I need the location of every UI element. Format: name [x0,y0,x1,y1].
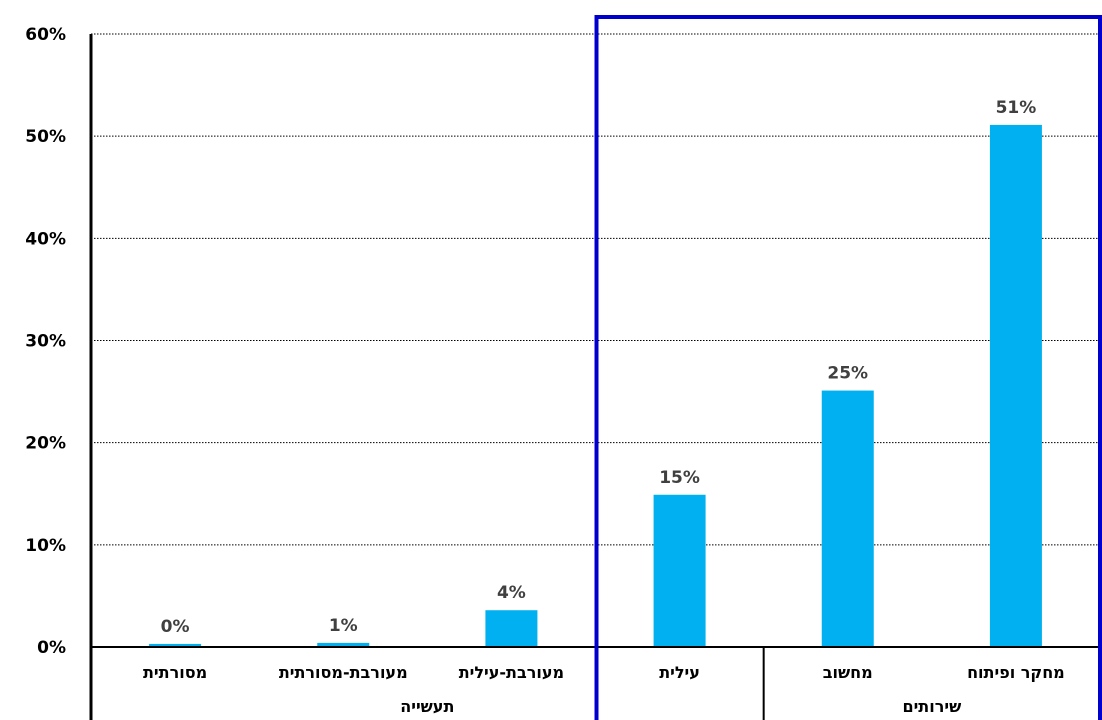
bars [149,124,1042,647]
category-label: מחקר ופיתוח [967,663,1065,682]
category-label: מעורבת-עילית [459,663,564,682]
highlight-box [594,15,1102,720]
y-tick-label: 40% [25,229,66,249]
data-labels: 0% 1% 4% 15% 25% 51% [161,98,1037,637]
data-label: 15% [659,468,700,488]
data-label: 0% [161,617,190,637]
y-tick-label: 50% [25,127,66,147]
bar [317,642,370,647]
bar [653,494,706,647]
category-label: מסורתית [143,663,207,682]
data-label: 4% [497,583,526,603]
group-label: שירותים [902,697,961,716]
y-tick-label: 20% [25,434,66,454]
category-label: מעורבת-מסורתית [279,663,408,682]
data-label: 51% [996,98,1037,118]
category-label: עילית [659,663,700,682]
y-tick-label: 30% [25,332,66,352]
y-axis-tick-labels: 0% 10% 20% 30% 40% 50% 60% [25,25,66,658]
bar [149,643,202,647]
y-tick-label: 0% [37,638,66,658]
bar [485,610,538,647]
group-label: תעשייה [400,697,454,716]
bar [821,390,874,647]
y-tick-label: 60% [25,25,66,45]
category-label: מחשוב [823,663,873,682]
bar [989,124,1042,647]
data-label: 1% [329,616,358,636]
category-labels: מסורתית מעורבת-מסורתית מעורבת-עילית עילית מח… [143,663,1065,682]
group-labels: תעשייה שירותים [400,697,961,716]
y-tick-label: 10% [25,536,66,556]
data-label: 25% [827,364,868,384]
